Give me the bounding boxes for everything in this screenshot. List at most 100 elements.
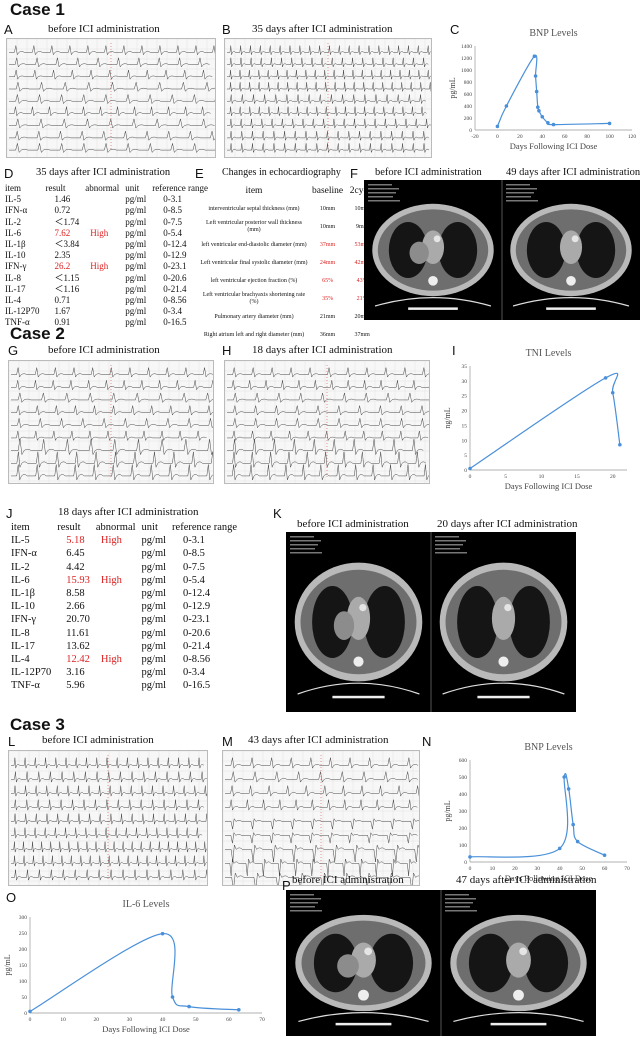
y-tick-label: 30 [462,379,468,385]
ecg-trace [227,464,429,481]
table-cell [82,205,122,216]
table-cell: 0.91 [54,317,71,328]
panel-g-title: before ICI administration [48,344,160,356]
table-row: left ventricular ejection fraction (%) 65… [198,272,379,290]
ecg-trace [227,118,431,129]
x-tick-label: -20 [471,134,479,140]
table-cell: IL-12P70 [5,306,40,317]
panel-j-title: 18 days after ICI administration [58,506,199,518]
cytokine-table-case2: item result abnormal unit reference range IL-… [8,521,240,692]
table-cell [82,194,122,205]
y-tick-label: 200 [464,116,473,122]
ct-slice [506,184,632,310]
ecg-trace [11,392,213,403]
table-cell: IL-17 [11,640,35,652]
ecg-trace [225,832,418,844]
x-tick-label: 20 [512,866,518,872]
y-tick-label: 0 [464,860,467,866]
y-tick-label: 1000 [461,68,472,74]
table-cell: 37mm [354,331,370,338]
table-row: IL-4 0.71 pg/ml 0-8.56 [2,295,211,306]
chart-title: BNP Levels [529,28,577,39]
panel-f-title-left: before ICI administration [375,167,482,178]
table-cell [82,250,122,261]
table-cell: pg/ml [141,548,167,560]
case-1-heading: Case 1 [10,0,65,19]
data-point [504,104,509,108]
table-cell: 0.71 [54,294,71,305]
table-cell: 5.96 [66,680,85,692]
ecg-trace [11,855,207,867]
table-cell [82,295,122,306]
ecg-trace [11,785,207,797]
data-point [533,74,538,78]
data-point [575,839,580,844]
ct-case3 [286,890,596,1036]
table-row: Pulmonary artery diameter (mm) 21mm 20mm [198,308,379,326]
ecg-trace [227,106,427,116]
panel-label-a: A [4,22,13,37]
ecg-trace [225,858,417,877]
table-cell: 12.42 [66,653,90,665]
data-point [468,855,472,859]
series-line [496,54,610,127]
table-header-cell: 2cycle [349,185,375,196]
y-tick-label: 20 [462,409,468,415]
ecg-trace [225,818,419,830]
table-cell: IL-2 [11,561,30,573]
table-cell: 0.72 [54,205,71,216]
echo-table-case1: item baseline 2cycle interventricular septa… [198,182,379,344]
table-cell: Right atrium left and right diameter (mm… [203,331,305,338]
table-cell: 15.93 [66,574,90,586]
ecg-trace [225,799,418,811]
table-cell: IFN-α [11,548,37,560]
table-cell: ＜1.15 [54,272,80,283]
ecg-trace [225,771,419,783]
table-cell [82,273,122,284]
table-row: IL-1β 8.58 pg/ml 0-12.4 [8,587,240,600]
table-cell: IL-10 [5,250,26,261]
table-cell: IL-1β [5,239,26,250]
table-cell: left ventricular end-diastolic diameter … [201,241,307,248]
y-tick-label: 15 [462,423,468,429]
panel-h-title: 18 days after ICI administration [252,344,393,356]
table-cell: left ventricular ejection fraction (%) [210,277,298,284]
x-axis-label: Days Following ICI Dose [510,141,598,151]
table-cell [93,666,139,679]
table-cell: 5.18 [66,535,85,547]
chart-o-il6: IL-6 Levels 0 50 100 150 200 250 300 0 10 20 30 40 50… [0,895,270,1035]
table-cell: ＜1.16 [54,283,80,294]
table-cell: pg/ml [141,614,167,626]
table-cell: IFN-α [5,205,28,216]
ecg-trace [11,869,207,881]
y-tick-label: 600 [464,92,473,98]
data-point [536,105,540,109]
table-row: TNF-α 5.96 pg/ml 0-16.5 [8,679,240,692]
table-header-cell: item [5,183,21,194]
table-cell: 21mm [319,313,336,320]
data-point [534,89,539,94]
table-cell: pg/ml [141,588,167,600]
ecg-trace [227,131,429,141]
ecg-case1-before [6,38,216,158]
table-cell: IL-8 [5,272,21,283]
table-header-row: item result abnormal unit reference range [2,183,211,194]
data-point [170,995,175,999]
y-tick-label: 300 [459,809,468,815]
ecg-trace [227,143,430,153]
table-cell: 6.45 [66,548,85,560]
table-cell: 0-21.4 [163,283,187,294]
table-cell: ＜1.74 [54,216,80,227]
ecg-trace [227,367,429,378]
ecg-trace [11,771,207,783]
panel-k-title-right: 20 days after ICI administration [437,518,578,530]
table-cell: 43% [356,277,368,284]
table-cell [93,627,139,640]
ecg-trace [11,451,213,469]
x-tick-label: 20 [94,1017,100,1023]
table-cell: pg/ml [125,205,147,216]
data-point [495,124,500,129]
data-point [237,1008,241,1012]
table-cell: pg/ml [125,283,147,294]
table-header-cell: item [11,522,30,534]
